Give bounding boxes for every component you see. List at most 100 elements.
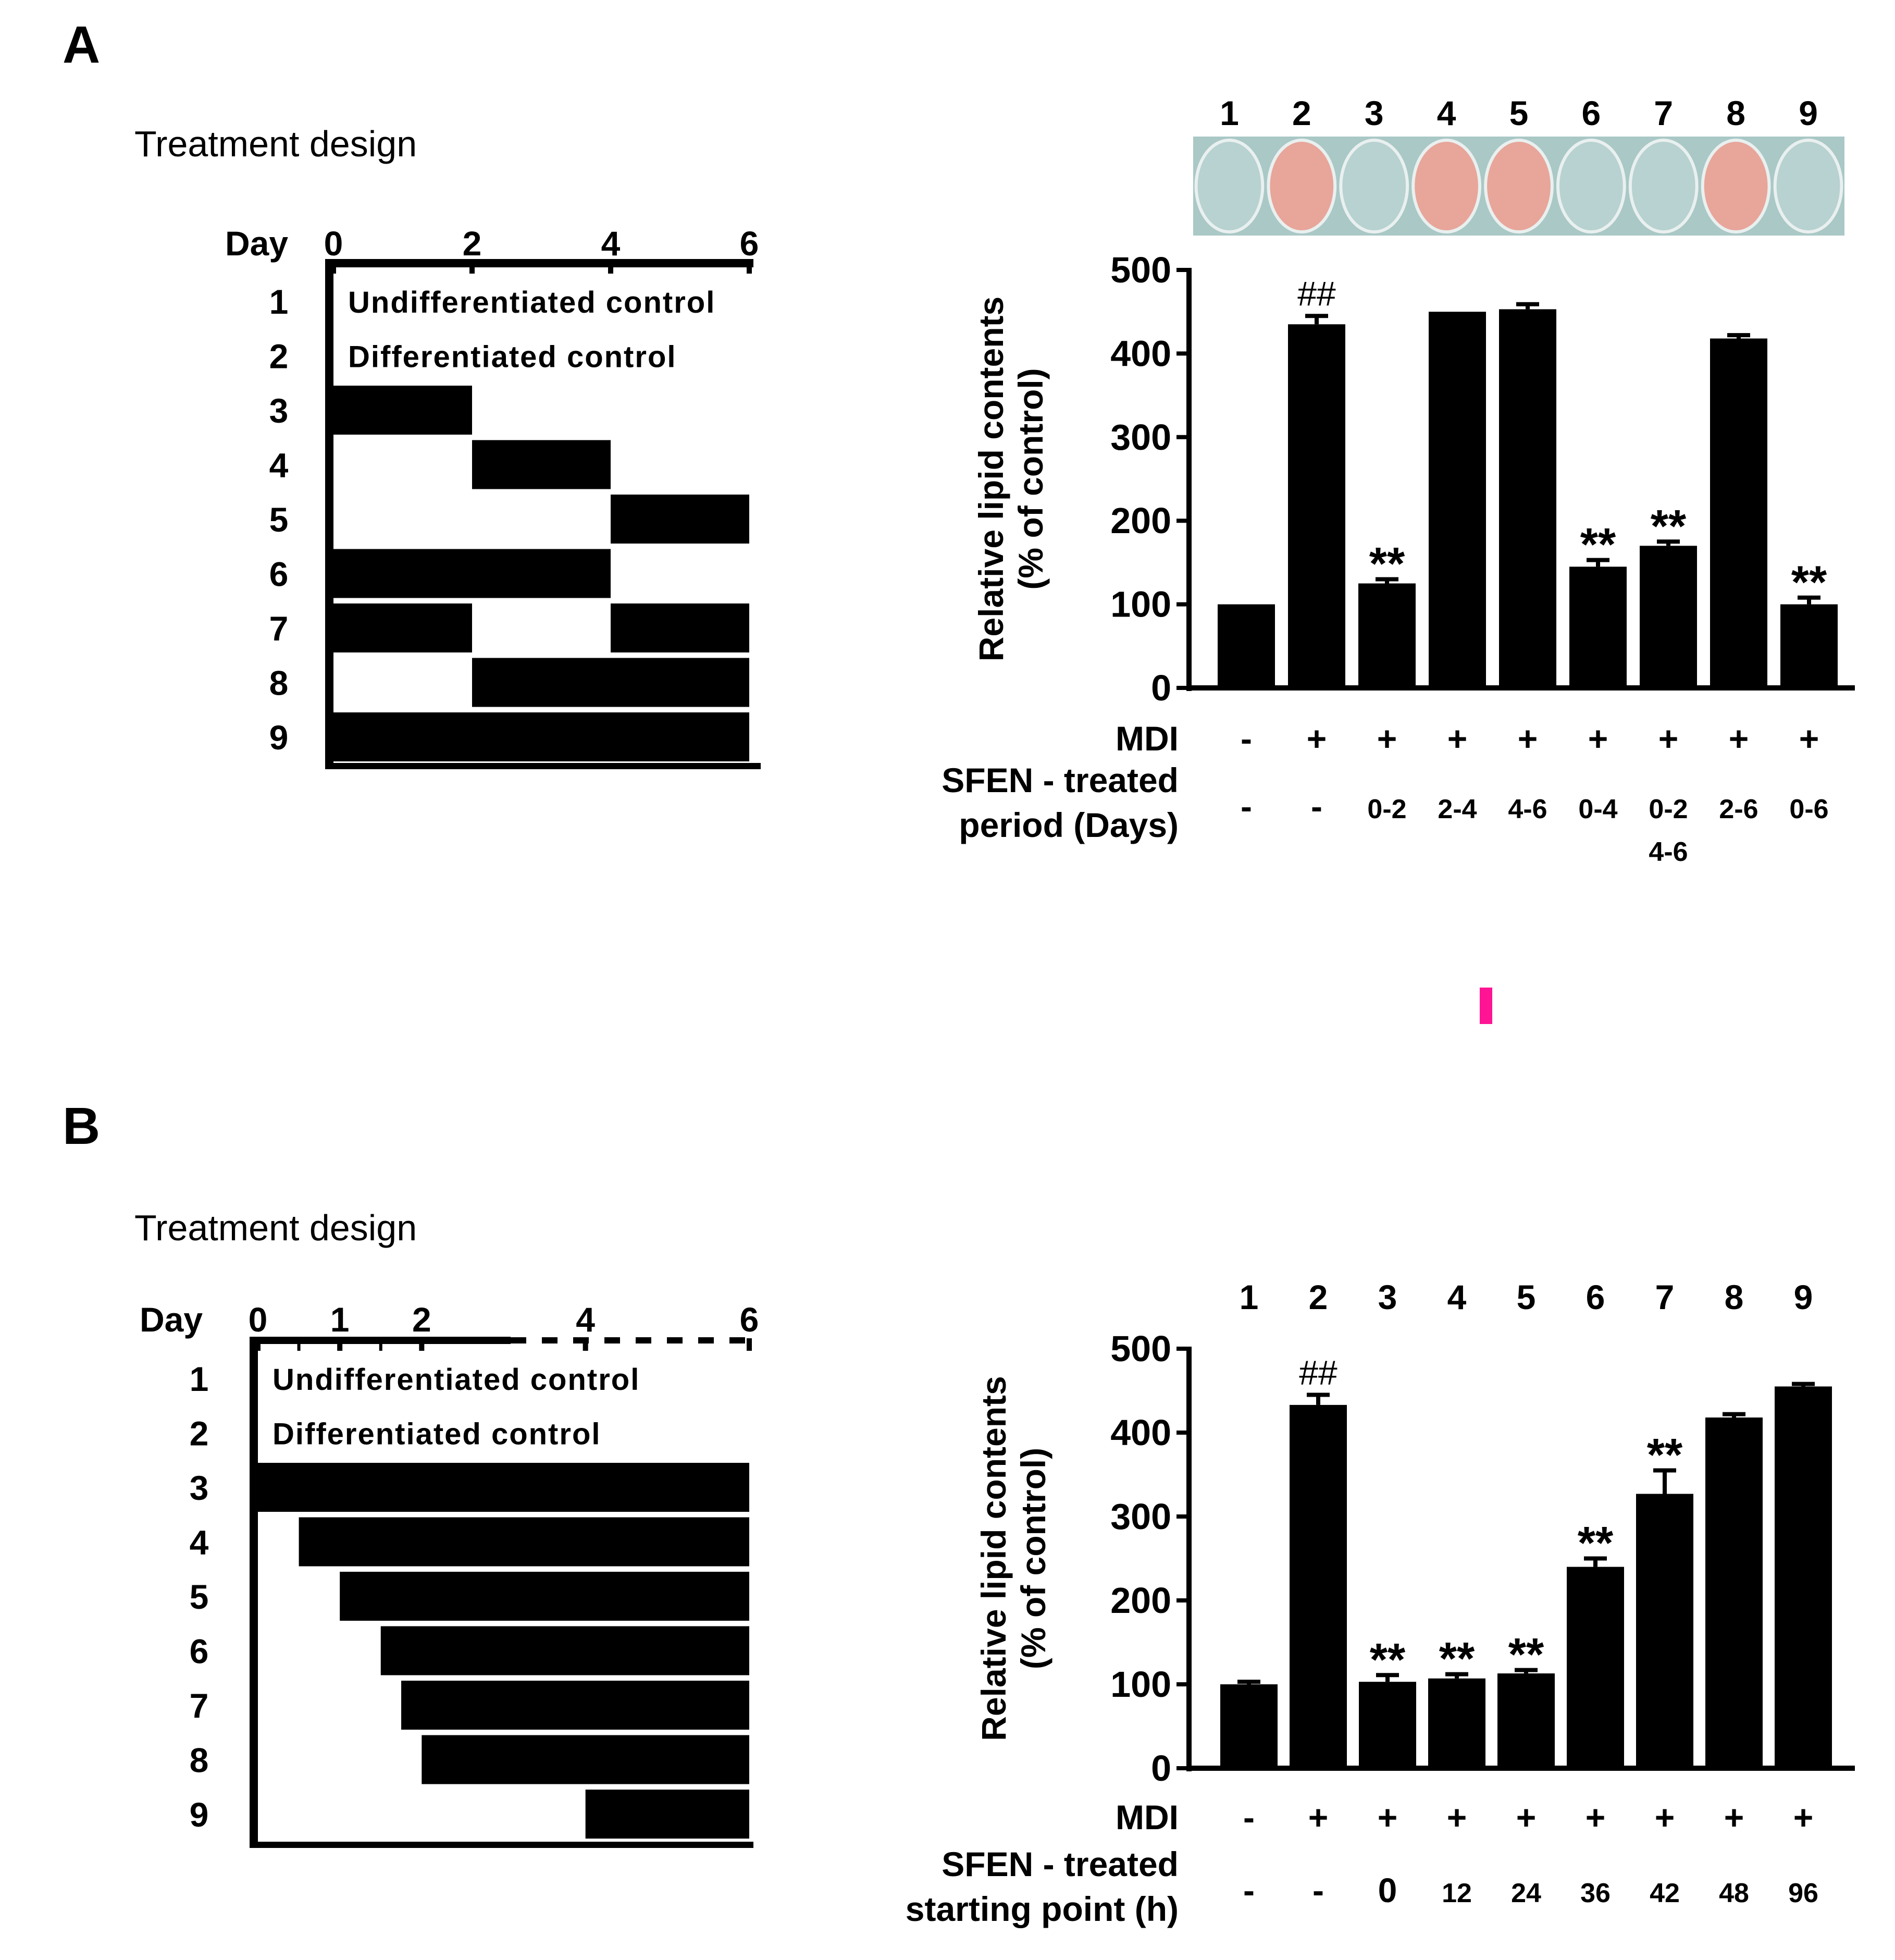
row-text: Differentiated control [273, 1417, 601, 1451]
bar [1428, 1678, 1485, 1768]
y-tick-label: 500 [1110, 250, 1171, 290]
significance-annotation: ## [1299, 1353, 1337, 1392]
well [1411, 139, 1481, 233]
condition-value: + [1724, 1798, 1744, 1836]
treatment-bar [611, 603, 749, 652]
well-labels: 1 2 3 4 5 6 7 8 9 [1220, 94, 1818, 132]
treatment-bar [472, 440, 611, 489]
condition-value: + [1447, 719, 1468, 758]
row-number: 7 [190, 1686, 209, 1725]
y-axis-label-line: Relative lipid contents [972, 297, 1010, 661]
treatment-bar [611, 495, 749, 544]
y-axis-label-line: Relative lipid contents [974, 1376, 1013, 1741]
condition-value: - [1241, 787, 1252, 825]
well [1339, 139, 1409, 233]
condition-value: 0-4 [1578, 794, 1617, 824]
day-tick-label: 4 [576, 1300, 595, 1339]
day-label-a: Day [225, 224, 288, 263]
bar-chart-b: 0 100 200 300 400 500 Relative lipid contents(… [974, 1328, 1855, 1789]
significance-annotation: ** [1439, 1633, 1475, 1684]
condition-value: - [1311, 787, 1322, 825]
treatment-bar [585, 1790, 749, 1839]
well-label: 6 [1582, 94, 1601, 132]
condition-value: + [1658, 719, 1679, 758]
treatment-design-a: Day 0 2 4 6 1 2 3 4 5 6 7 8 9 Undifferentiated cont… [225, 224, 761, 769]
condition-value: + [1447, 1798, 1467, 1836]
condition-value: + [1588, 719, 1608, 758]
condition-value: 12 [1442, 1878, 1472, 1908]
day-tick-label: 6 [740, 1300, 759, 1339]
condition-value: + [1377, 719, 1397, 758]
row-number: 6 [269, 555, 289, 594]
condition-value: - [1241, 719, 1252, 758]
condition-value: + [1586, 1798, 1606, 1836]
treatment-bar [299, 1517, 749, 1567]
row-number: 5 [190, 1577, 209, 1616]
y-tick-label: 400 [1110, 333, 1171, 374]
wells [1194, 139, 1843, 233]
row-text: Undifferentiated control [273, 1363, 640, 1397]
row-number: 4 [269, 446, 289, 485]
condition-row-label: MDI [1116, 719, 1179, 758]
row-texts-a: Undifferentiated control Differentiated c… [348, 286, 714, 374]
day-tick-label: 2 [463, 224, 482, 263]
bar [1636, 1494, 1693, 1768]
bar [1220, 1684, 1278, 1768]
treatment-bars-a [333, 386, 749, 761]
row-number: 3 [190, 1469, 209, 1507]
y-tick-label: 200 [1110, 500, 1171, 541]
condition-value: 0-6 [1789, 794, 1828, 824]
well-label: 1 [1220, 94, 1239, 132]
well [1556, 139, 1626, 233]
condition-row-label: SFEN - treated [942, 761, 1179, 799]
condition-value: 48 [1719, 1878, 1749, 1908]
row-number: 8 [190, 1741, 209, 1780]
bar [1497, 1673, 1555, 1768]
condition-value: 24 [1511, 1878, 1541, 1908]
bar [1569, 566, 1627, 688]
day-tick-label: 6 [740, 224, 759, 263]
y-axis-label: Relative lipid contents(% of control) [974, 1376, 1052, 1741]
row-number: 3 [269, 391, 289, 430]
day-tick-label: 0 [324, 224, 343, 263]
significance-annotation: ** [1791, 556, 1827, 608]
bar [1710, 338, 1767, 688]
condition-row-label: SFEN - treated [942, 1845, 1179, 1883]
treatment-bar [401, 1681, 749, 1730]
condition-table-a: MDI - + + + + + + + + SFEN - treated period (Days) -… [942, 719, 1828, 867]
panel-letter-b: B [63, 1097, 100, 1155]
row-number: 4 [190, 1523, 209, 1562]
well-label: 4 [1437, 94, 1456, 132]
bar-chart-a: 0 100 200 300 400 500 Relative lipid contents(… [972, 250, 1855, 708]
y-tick-label: 300 [1110, 417, 1171, 458]
row-number: 1 [190, 1360, 209, 1398]
treatment-bar [472, 658, 749, 707]
well-label: 8 [1726, 94, 1745, 132]
panel-letter-a: A [63, 16, 100, 74]
bar [1775, 1386, 1832, 1768]
bar [1499, 309, 1556, 688]
well [1701, 139, 1771, 233]
condition-value: 96 [1788, 1878, 1818, 1908]
condition-value: + [1799, 719, 1819, 758]
row-number: 2 [190, 1414, 209, 1453]
condition-value: 0-2 [1367, 794, 1406, 824]
condition-row-label: MDI [1116, 1798, 1179, 1836]
y-tick-label: 0 [1151, 668, 1171, 708]
row-number: 2 [269, 337, 289, 376]
well [1773, 139, 1843, 233]
y-tick-label: 400 [1110, 1412, 1171, 1453]
bar [1429, 312, 1486, 688]
treatment-bar [422, 1735, 749, 1784]
column-label: 4 [1447, 1278, 1467, 1316]
significance-annotation: ** [1508, 1629, 1544, 1680]
row-text: Differentiated control [348, 340, 677, 374]
row-number: 8 [269, 664, 289, 702]
column-label: 2 [1309, 1278, 1328, 1316]
bar [1358, 583, 1416, 688]
bar [1780, 604, 1838, 688]
well [1484, 139, 1554, 233]
treatment-bar [258, 1463, 749, 1512]
condition-value: 42 [1650, 1878, 1680, 1908]
